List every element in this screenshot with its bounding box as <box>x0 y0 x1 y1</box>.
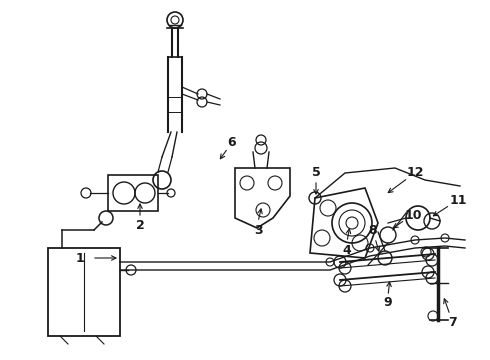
Text: 9: 9 <box>384 297 392 310</box>
Text: 11: 11 <box>449 194 467 207</box>
Text: 2: 2 <box>136 219 145 231</box>
Text: 5: 5 <box>312 166 320 179</box>
Text: 10: 10 <box>404 208 422 221</box>
Text: 6: 6 <box>228 135 236 149</box>
Text: 8: 8 <box>368 224 377 237</box>
Bar <box>48 248 120 336</box>
Bar <box>108 175 158 211</box>
Text: 1: 1 <box>75 252 84 265</box>
Text: 3: 3 <box>254 224 262 237</box>
Text: 7: 7 <box>448 315 456 328</box>
Text: 12: 12 <box>406 166 424 179</box>
Text: 4: 4 <box>343 243 351 257</box>
